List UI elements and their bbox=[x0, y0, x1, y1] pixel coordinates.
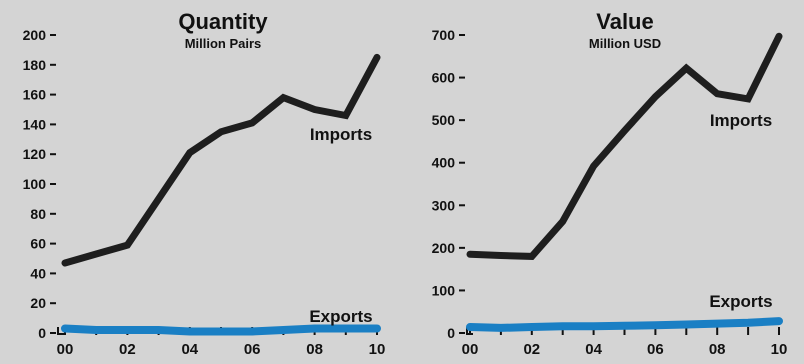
y-tick-label: 0 bbox=[447, 325, 455, 341]
x-tick-label: 06 bbox=[244, 341, 261, 358]
y-tick-label: 180 bbox=[23, 57, 47, 73]
y-tick-label: 300 bbox=[432, 197, 456, 213]
series-label-imports: Imports bbox=[710, 111, 772, 130]
x-tick-label: 06 bbox=[647, 341, 664, 358]
x-tick-label: 08 bbox=[306, 341, 323, 358]
y-tick-label: 80 bbox=[30, 206, 46, 222]
y-tick-label: 60 bbox=[30, 236, 46, 252]
y-tick-label: 100 bbox=[23, 176, 47, 192]
chart-subtitle: Million USD bbox=[589, 36, 661, 51]
y-tick-label: 100 bbox=[432, 282, 456, 298]
series-line-exports bbox=[470, 321, 779, 328]
y-tick-label: 200 bbox=[23, 27, 47, 43]
quantity-series: Imports Exports bbox=[65, 57, 377, 331]
y-tick-label: 140 bbox=[23, 116, 47, 132]
y-tick-label: 500 bbox=[432, 112, 456, 128]
series-line-imports bbox=[65, 57, 377, 263]
x-tick-label: 04 bbox=[585, 341, 602, 358]
x-tick-label: 08 bbox=[709, 341, 726, 358]
x-tick-label: 10 bbox=[771, 341, 788, 358]
y-tick-label: 120 bbox=[23, 146, 47, 162]
series-label-exports: Exports bbox=[709, 292, 772, 311]
x-tick-label: 00 bbox=[57, 341, 74, 358]
value-series: Imports Exports bbox=[470, 36, 779, 328]
y-tick-label: 600 bbox=[432, 70, 456, 86]
y-tick-label: 400 bbox=[432, 155, 456, 171]
x-tick-label: 10 bbox=[369, 341, 386, 358]
chart-title: Value bbox=[596, 9, 653, 34]
x-tick-label: 02 bbox=[119, 341, 136, 358]
value-chart: Value Million USD 0100200300400500600700… bbox=[432, 9, 788, 358]
series-label-exports: Exports bbox=[309, 307, 372, 326]
series-label-imports: Imports bbox=[310, 125, 372, 144]
chart-subtitle: Million Pairs bbox=[185, 36, 262, 51]
series-line-imports bbox=[470, 36, 779, 256]
y-tick-label: 40 bbox=[30, 265, 46, 281]
quantity-chart: Quantity Million Pairs 02040608010012014… bbox=[23, 9, 386, 358]
x-tick-label: 00 bbox=[462, 341, 479, 358]
x-tick-label: 04 bbox=[181, 341, 198, 358]
y-tick-label: 700 bbox=[432, 27, 456, 43]
series-line-exports bbox=[65, 329, 377, 332]
y-tick-label: 160 bbox=[23, 87, 47, 103]
y-tick-label: 0 bbox=[38, 325, 46, 341]
chart-title: Quantity bbox=[178, 9, 268, 34]
y-tick-label: 200 bbox=[432, 240, 456, 256]
x-tick-label: 02 bbox=[523, 341, 540, 358]
y-tick-label: 20 bbox=[30, 295, 46, 311]
